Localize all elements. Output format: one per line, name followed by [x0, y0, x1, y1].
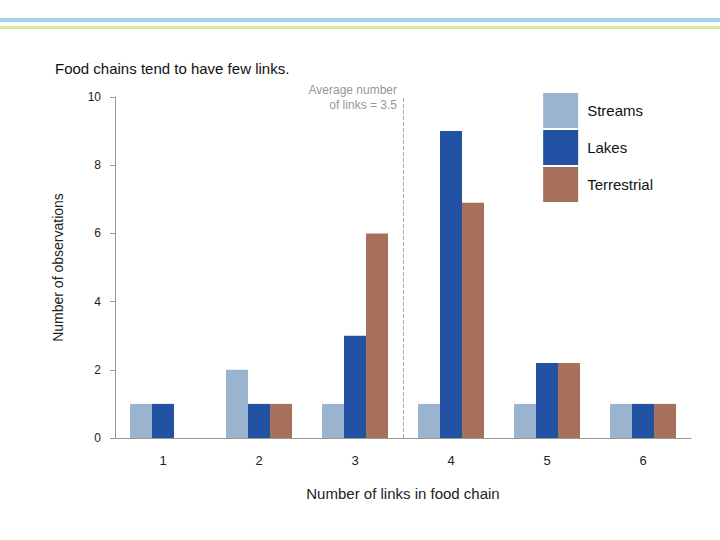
svg-text:Food chains tend to have few l: Food chains tend to have few links.: [55, 60, 289, 77]
svg-text:6: 6: [94, 226, 101, 240]
svg-text:Average number: Average number: [309, 83, 398, 97]
svg-text:Terrestrial: Terrestrial: [587, 176, 653, 193]
svg-text:Number of observations: Number of observations: [50, 193, 66, 342]
svg-text:8: 8: [94, 158, 101, 172]
svg-text:3: 3: [351, 453, 358, 468]
svg-text:4: 4: [94, 295, 101, 309]
svg-text:2: 2: [94, 363, 101, 377]
svg-text:Number of links in food chain: Number of links in food chain: [306, 485, 499, 502]
svg-text:Lakes: Lakes: [587, 139, 627, 156]
svg-text:Streams: Streams: [587, 102, 643, 119]
svg-text:10: 10: [88, 90, 102, 104]
svg-text:0: 0: [94, 431, 101, 445]
svg-text:5: 5: [543, 453, 550, 468]
svg-text:6: 6: [639, 453, 646, 468]
svg-text:2: 2: [255, 453, 262, 468]
svg-text:1: 1: [159, 453, 166, 468]
svg-text:of links = 3.5: of links = 3.5: [329, 98, 397, 112]
svg-text:4: 4: [447, 453, 454, 468]
